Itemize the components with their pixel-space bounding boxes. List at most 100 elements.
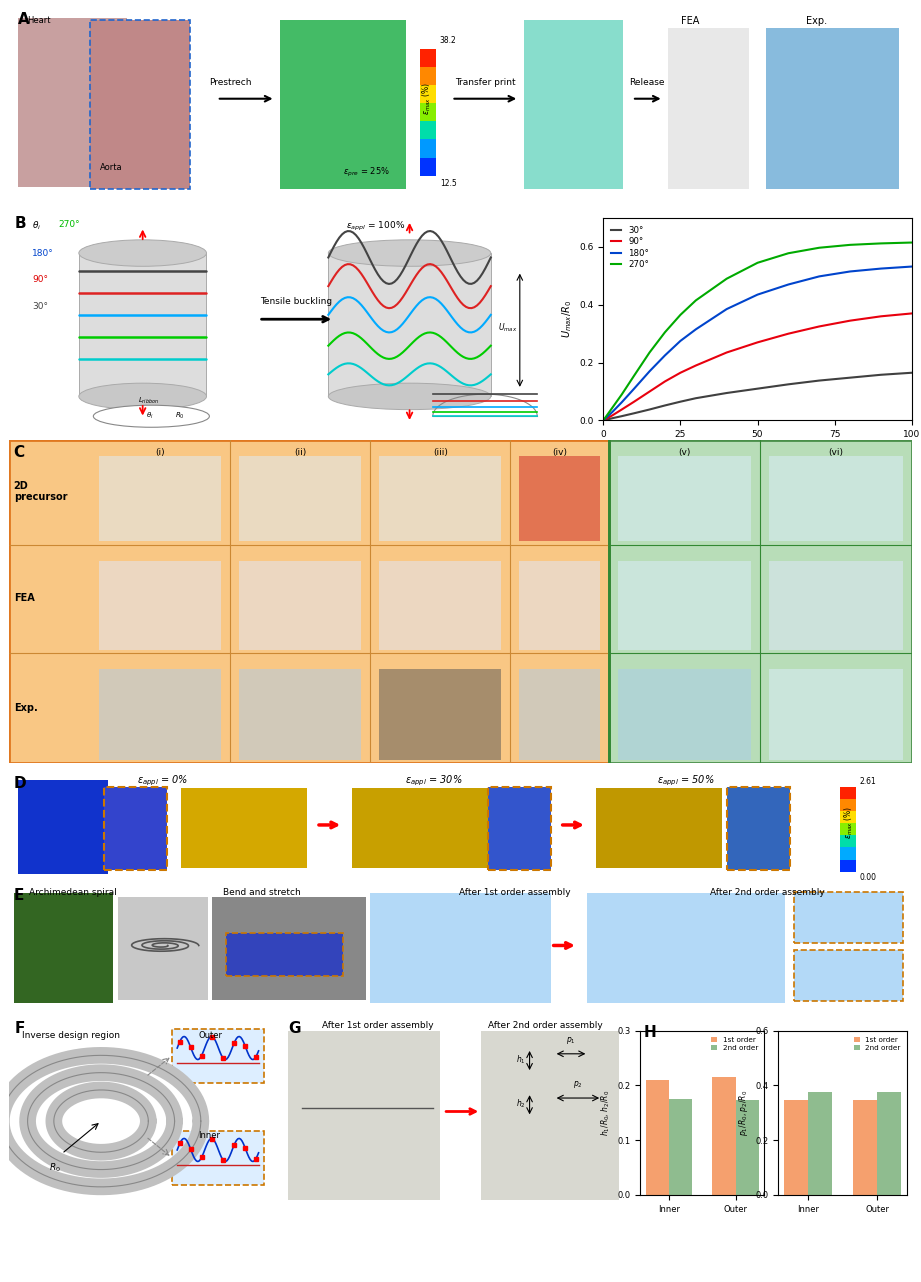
- 90°: [752, 335, 763, 350]
- 30°: [721, 386, 732, 401]
- 30°: [906, 365, 917, 381]
- Bar: [619, 669, 752, 759]
- Ellipse shape: [328, 240, 491, 267]
- 270°: [616, 387, 627, 403]
- 30°: [607, 410, 618, 426]
- Text: After 1st order assembly: After 1st order assembly: [322, 1020, 434, 1031]
- Bar: [420, 67, 437, 85]
- 180°: [607, 404, 618, 419]
- Bar: [379, 456, 501, 541]
- Bar: [877, 1092, 902, 1195]
- Text: $\theta_i$: $\theta_i$: [146, 412, 153, 422]
- Text: $\varepsilon_{appl}$ = 100%: $\varepsilon_{appl}$ = 100%: [345, 221, 405, 233]
- 270°: [845, 237, 856, 253]
- Bar: [610, 440, 912, 763]
- 30°: [752, 381, 763, 396]
- Ellipse shape: [328, 383, 491, 410]
- Text: Inner: Inner: [198, 1131, 220, 1140]
- Bar: [809, 1092, 833, 1195]
- 180°: [691, 322, 702, 337]
- Ellipse shape: [79, 383, 206, 410]
- Line: 30°: 30°: [603, 373, 912, 420]
- 270°: [721, 271, 732, 286]
- Text: Inverse design region: Inverse design region: [22, 1031, 121, 1040]
- 30°: [783, 377, 794, 392]
- FancyBboxPatch shape: [90, 21, 190, 188]
- Bar: [239, 456, 361, 541]
- Bar: [795, 892, 903, 944]
- Bar: [352, 787, 487, 868]
- Text: F: F: [15, 1020, 25, 1036]
- Bar: [226, 933, 344, 976]
- Text: $\varepsilon_{max}$ (%): $\varepsilon_{max}$ (%): [843, 806, 855, 840]
- Text: (iv): (iv): [553, 447, 567, 456]
- Text: 38.2: 38.2: [439, 36, 457, 45]
- Bar: [840, 787, 856, 799]
- Bar: [646, 1079, 669, 1195]
- Text: 270°: 270°: [59, 221, 80, 229]
- Text: Heart: Heart: [28, 17, 51, 26]
- Text: 30°: 30°: [32, 301, 49, 310]
- Bar: [420, 103, 437, 122]
- 180°: [875, 260, 886, 276]
- Text: Outer: Outer: [198, 1031, 222, 1040]
- Bar: [596, 787, 722, 868]
- Bar: [420, 49, 437, 67]
- Text: Archimedean spiral: Archimedean spiral: [29, 888, 116, 897]
- Bar: [212, 897, 366, 1000]
- 30°: [644, 401, 655, 417]
- Text: Exp.: Exp.: [807, 17, 828, 26]
- Bar: [18, 781, 109, 874]
- Text: After 2nd order assembly: After 2nd order assembly: [488, 1020, 603, 1031]
- Y-axis label: $p_1/R_0$, $p_2/R_0$: $p_1/R_0$, $p_2/R_0$: [737, 1090, 750, 1136]
- Bar: [287, 1031, 439, 1200]
- Text: 0.00: 0.00: [859, 873, 877, 882]
- 270°: [906, 235, 917, 250]
- 90°: [659, 374, 670, 390]
- Text: Transfer print: Transfer print: [456, 78, 516, 87]
- Text: $\varepsilon_{appl}$ = 50%: $\varepsilon_{appl}$ = 50%: [658, 774, 715, 788]
- Bar: [769, 456, 903, 541]
- 270°: [875, 236, 886, 251]
- Bar: [795, 950, 903, 1001]
- Bar: [519, 562, 600, 650]
- Text: H: H: [644, 1026, 657, 1040]
- Text: A: A: [18, 13, 30, 27]
- 90°: [628, 394, 639, 409]
- Bar: [379, 669, 501, 759]
- 90°: [675, 365, 686, 381]
- X-axis label: $\varepsilon_{appl}$ (%): $\varepsilon_{appl}$ (%): [737, 445, 778, 459]
- Text: $h_1$: $h_1$: [516, 1054, 526, 1065]
- 30°: [691, 391, 702, 406]
- Bar: [379, 562, 501, 650]
- Y-axis label: $h_1/R_0$, $h_2/R_0$: $h_1/R_0$, $h_2/R_0$: [599, 1090, 612, 1136]
- Bar: [420, 85, 437, 103]
- Bar: [840, 836, 856, 847]
- Bar: [519, 669, 600, 759]
- Text: 90°: 90°: [32, 276, 49, 285]
- Bar: [853, 1100, 877, 1195]
- 90°: [783, 326, 794, 341]
- Text: $\varepsilon_{max}$ (%): $\varepsilon_{max}$ (%): [421, 82, 434, 115]
- Bar: [519, 456, 600, 541]
- Legend: 1st order, 2nd order: 1st order, 2nd order: [708, 1035, 761, 1054]
- Bar: [370, 894, 551, 1003]
- 270°: [598, 413, 609, 428]
- 180°: [906, 259, 917, 274]
- Bar: [619, 456, 752, 541]
- Text: $\varepsilon_{appl}$ = 30%: $\varepsilon_{appl}$ = 30%: [404, 774, 462, 788]
- Text: E: E: [14, 888, 24, 904]
- 90°: [616, 401, 627, 417]
- Bar: [172, 1028, 263, 1082]
- Text: FEA: FEA: [14, 594, 34, 603]
- 180°: [845, 264, 856, 279]
- Bar: [181, 787, 307, 868]
- 30°: [675, 394, 686, 409]
- Bar: [99, 669, 221, 759]
- Text: G: G: [287, 1020, 300, 1036]
- Bar: [420, 122, 437, 140]
- 30°: [616, 409, 627, 424]
- Text: $\varepsilon_{pre}$ = 25%: $\varepsilon_{pre}$ = 25%: [344, 167, 391, 179]
- Text: Exp.: Exp.: [14, 703, 38, 713]
- Text: C: C: [14, 445, 25, 459]
